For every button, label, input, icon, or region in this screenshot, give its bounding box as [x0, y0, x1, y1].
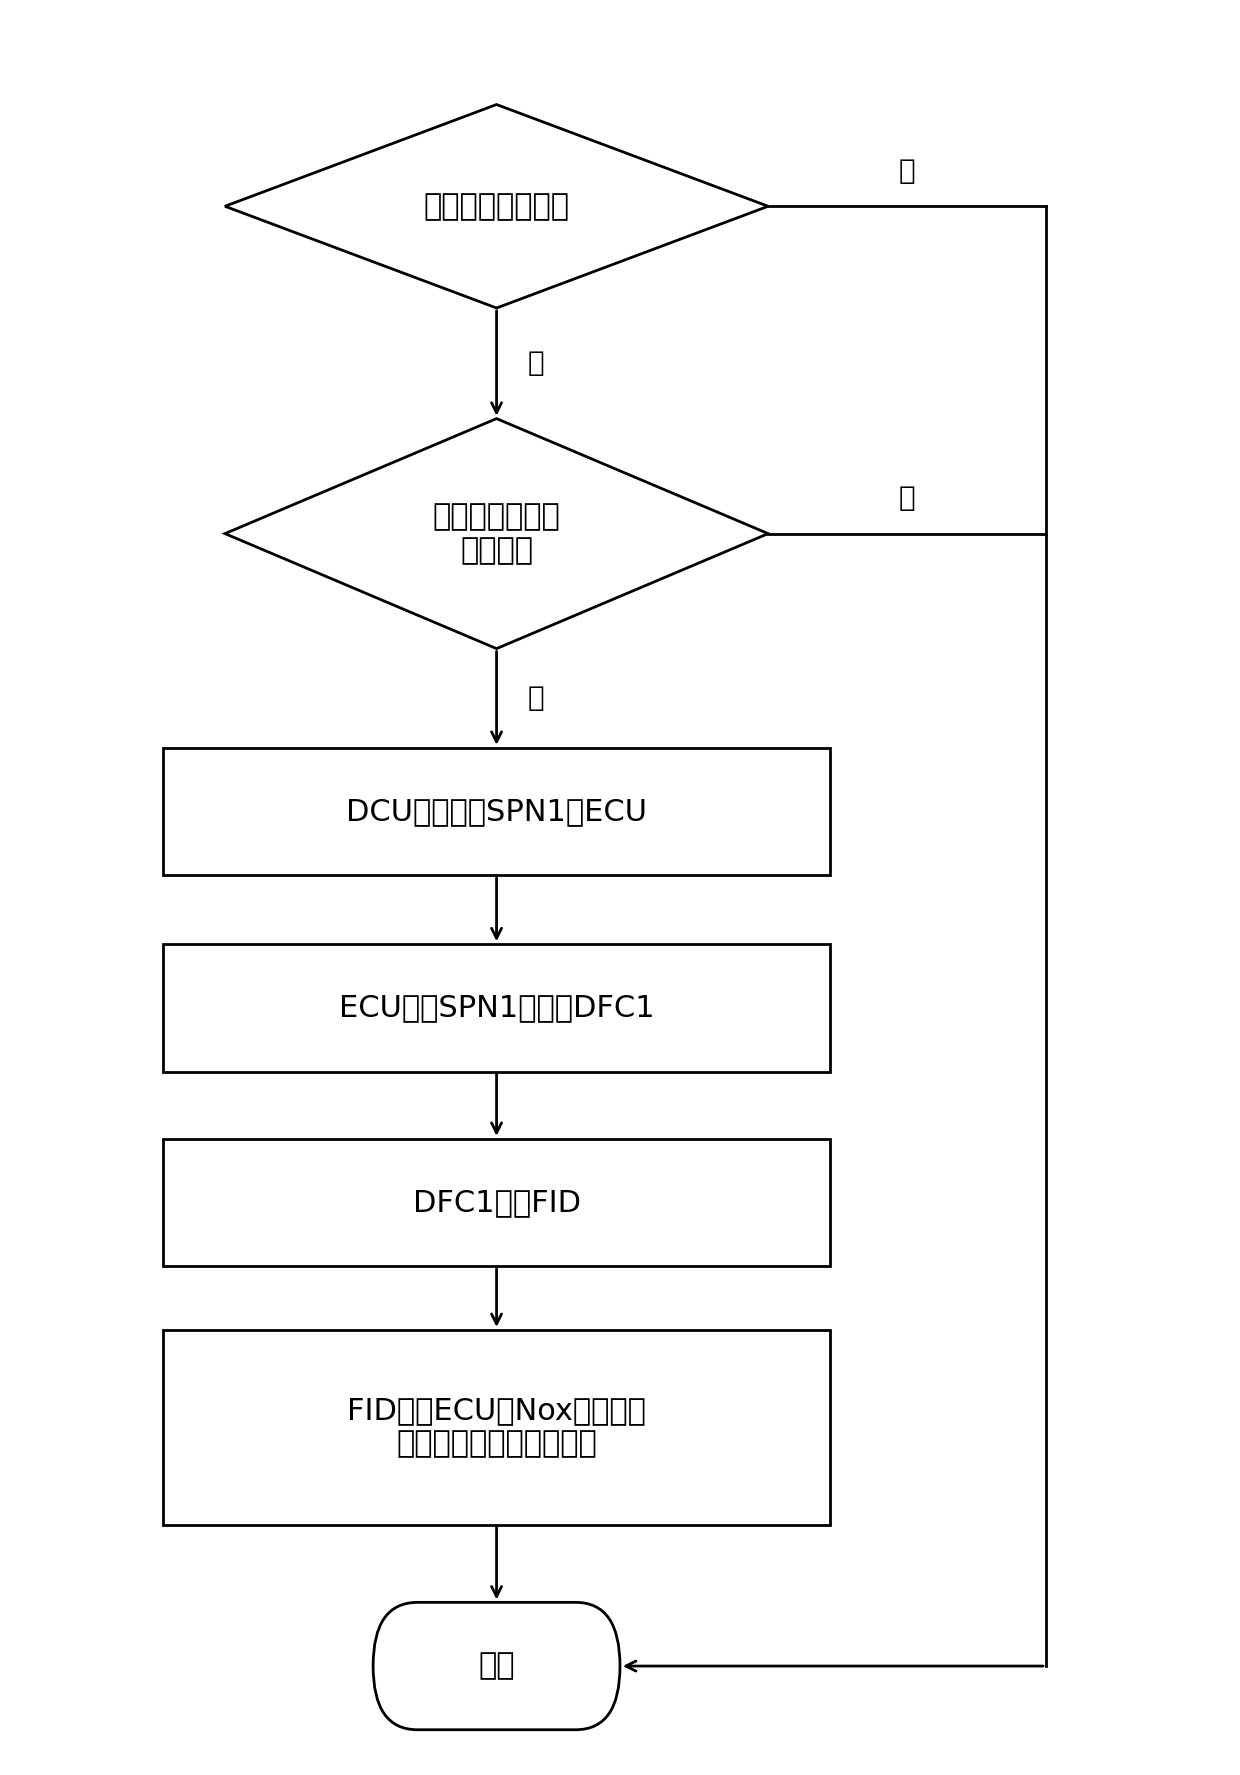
Polygon shape: [224, 105, 768, 309]
FancyBboxPatch shape: [373, 1603, 620, 1731]
FancyBboxPatch shape: [164, 1329, 830, 1525]
Text: ECU收到SPN1后触发DFC1: ECU收到SPN1后触发DFC1: [339, 994, 655, 1022]
Text: DCU发送一个SPN1给ECU: DCU发送一个SPN1给ECU: [346, 797, 647, 825]
Text: 是: 是: [527, 683, 544, 712]
Text: 结束: 结束: [479, 1651, 515, 1681]
Text: 否: 否: [899, 156, 915, 185]
Text: 尿素泵非喷射状态: 尿素泵非喷射状态: [424, 192, 569, 220]
Text: FID关联ECU端Nox效率诊断
不进行且关联不亮灯请求: FID关联ECU端Nox效率诊断 不进行且关联不亮灯请求: [347, 1395, 646, 1459]
FancyBboxPatch shape: [164, 1140, 830, 1266]
Text: 尿素管或尿素箱
正在加热: 尿素管或尿素箱 正在加热: [433, 502, 560, 564]
FancyBboxPatch shape: [164, 747, 830, 875]
FancyBboxPatch shape: [164, 944, 830, 1072]
Polygon shape: [224, 419, 768, 648]
Text: 否: 否: [899, 485, 915, 513]
Text: DFC1关联FID: DFC1关联FID: [413, 1187, 580, 1218]
Text: 是: 是: [527, 350, 544, 378]
